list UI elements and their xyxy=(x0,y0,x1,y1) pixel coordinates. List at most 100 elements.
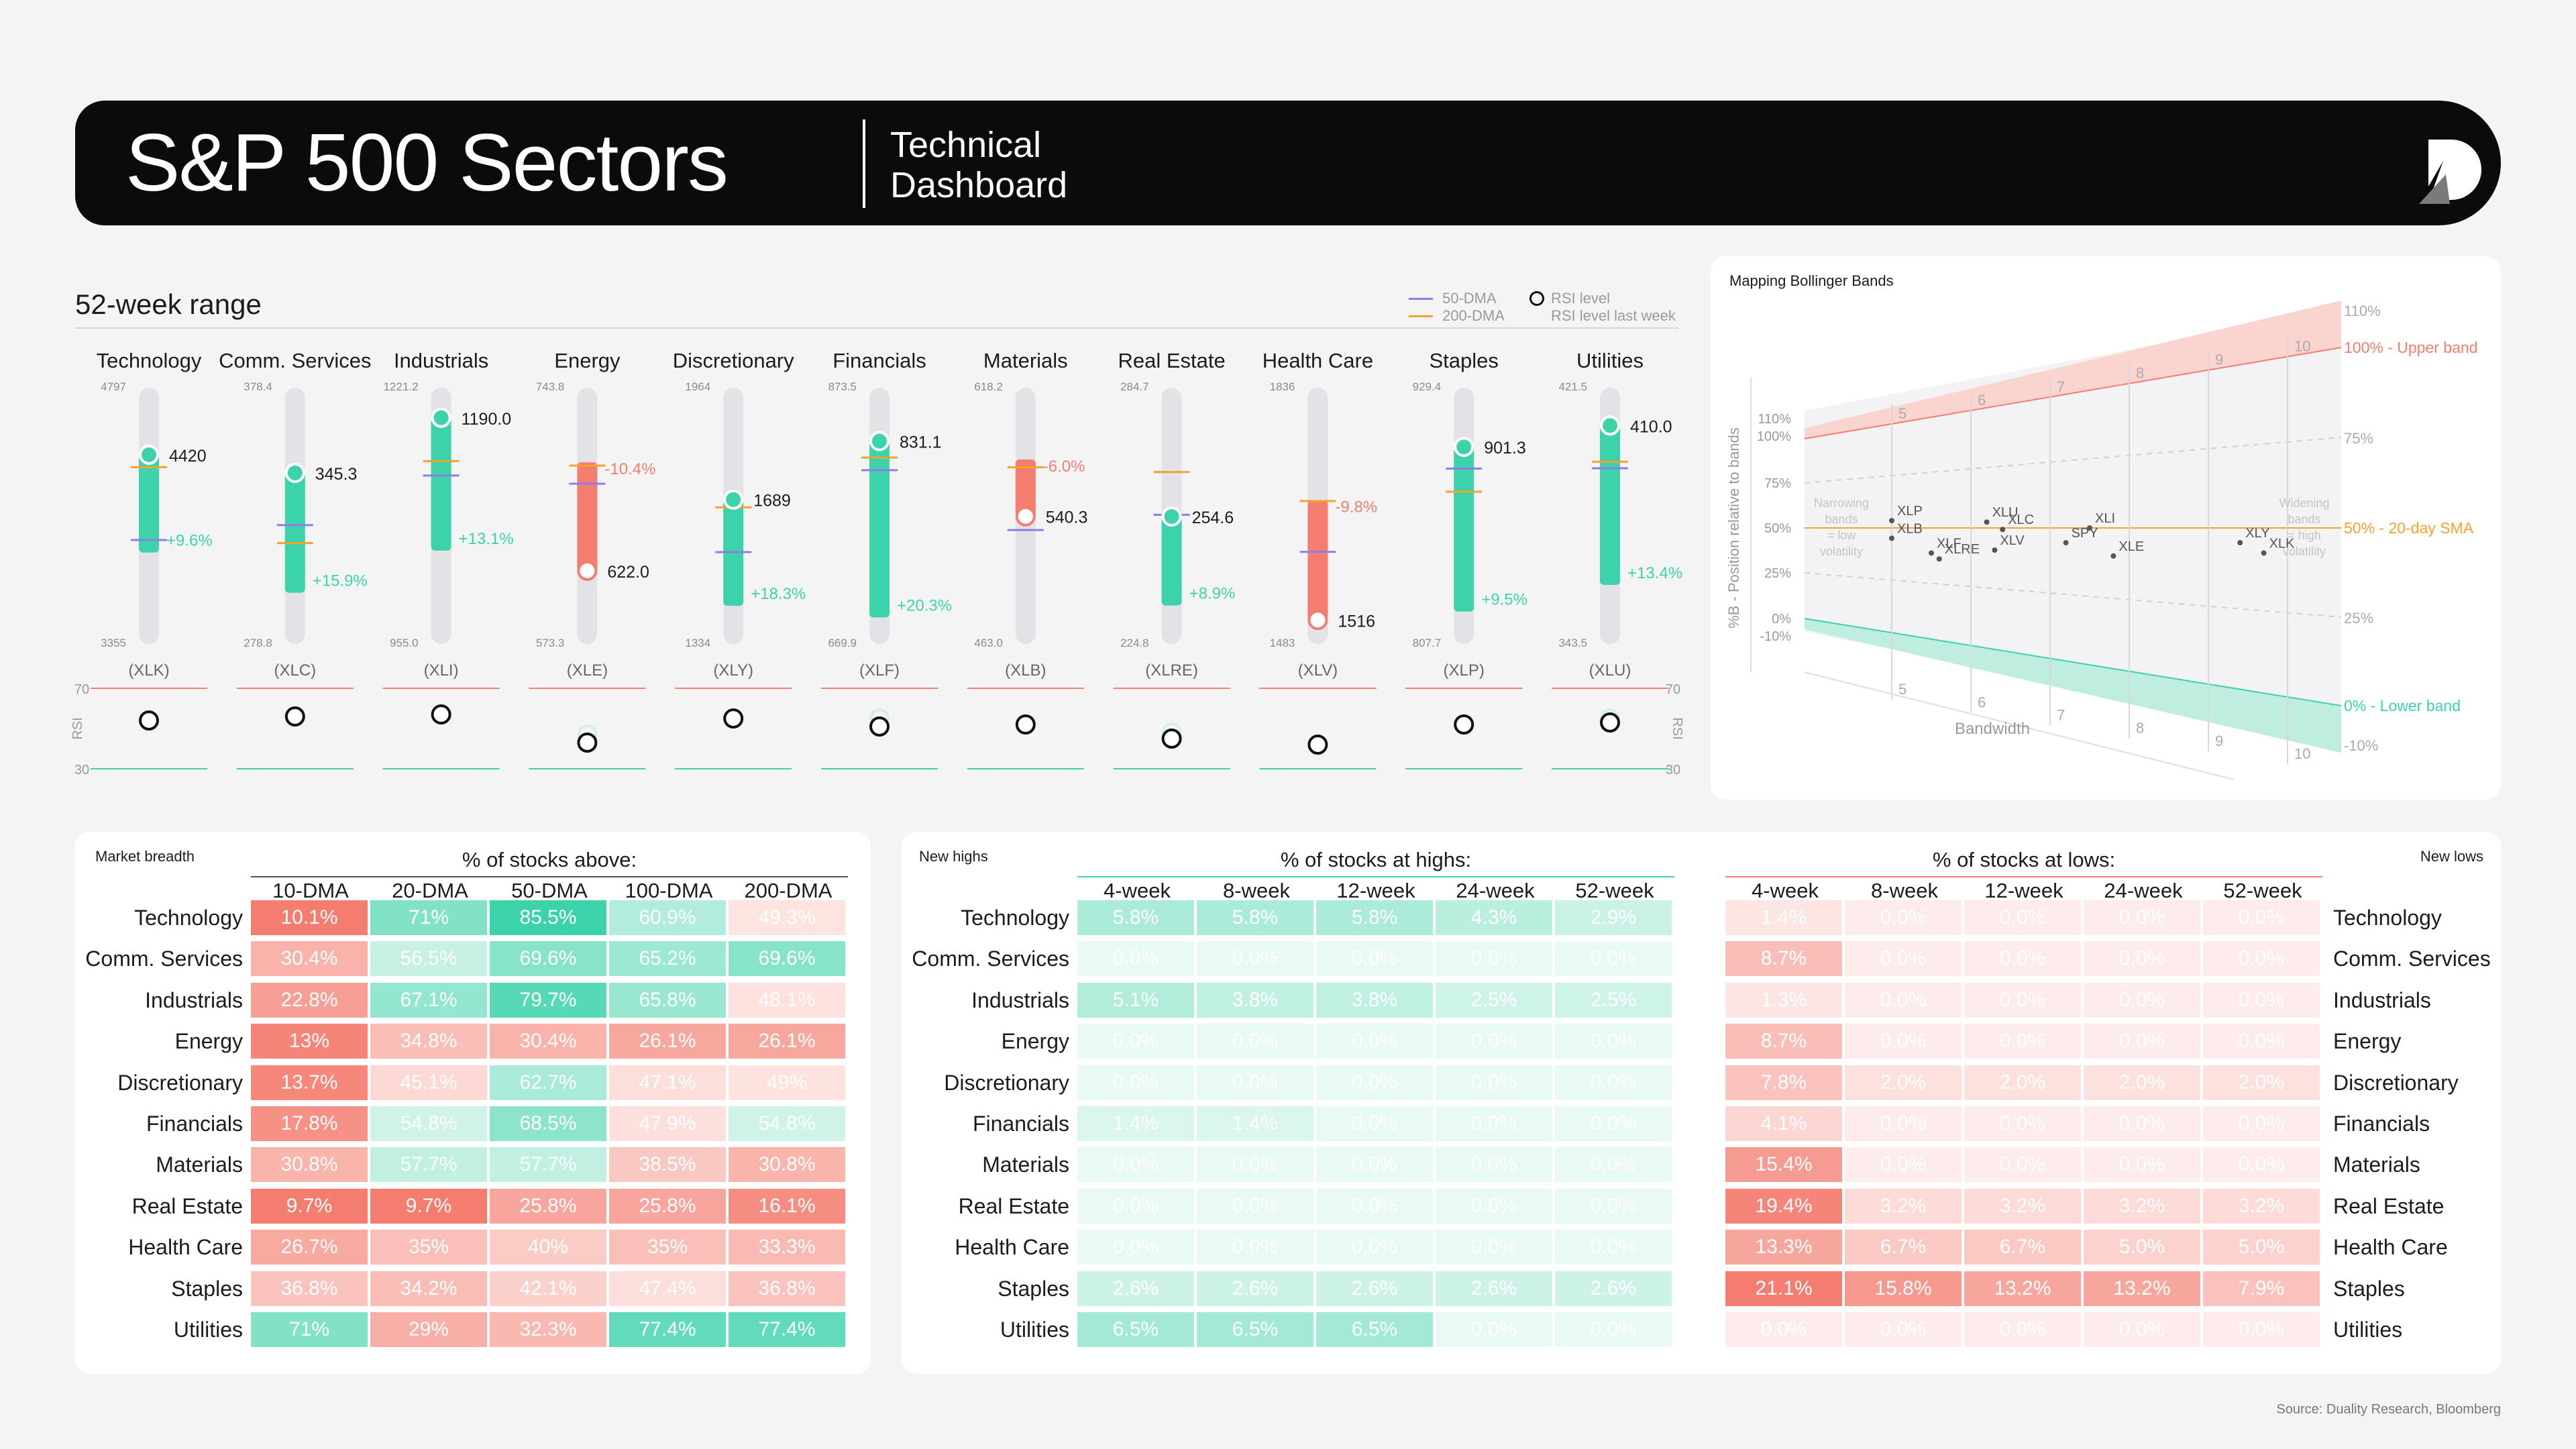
breadth-cell: 49% xyxy=(729,1065,845,1100)
sector-name: Technology xyxy=(97,349,202,372)
market-breadth-panel: Market breadth % of stocks above: 10-DMA… xyxy=(75,832,871,1374)
breadth-cell: 54.8% xyxy=(729,1106,845,1141)
ytd-change-bar xyxy=(284,472,305,593)
bollinger-point-label: XLY xyxy=(2245,526,2269,541)
range-high-label: 4797 xyxy=(101,380,126,393)
lows-cell: 0.0% xyxy=(1845,1147,1962,1183)
breadth-column-header: 20-DMA xyxy=(392,879,468,902)
highs-cell: 2.6% xyxy=(1555,1271,1672,1306)
highs-cell: 6.5% xyxy=(1316,1312,1433,1347)
bandwidth-tick-bottom: 8 xyxy=(2136,720,2144,737)
highs-cell: 2.6% xyxy=(1197,1271,1313,1306)
ytd-change-label: +18.3% xyxy=(751,585,806,603)
source-note: Source: Duality Research, Bloomberg xyxy=(2276,1402,2501,1417)
breadth-cell: 62.7% xyxy=(490,1065,606,1100)
highs-cell: 2.6% xyxy=(1316,1271,1433,1306)
highs-cell: 0.0% xyxy=(1436,1024,1552,1059)
ytd-change-bar xyxy=(869,441,890,618)
range-chart-title: 52-week range xyxy=(75,288,262,320)
bandwidth-tick-top: 10 xyxy=(2294,338,2310,355)
sector-name: Industrials xyxy=(394,349,488,372)
highs-cell: 0.0% xyxy=(1436,941,1552,977)
breadth-cell: 25.8% xyxy=(490,1188,606,1224)
highs-cell: 3.8% xyxy=(1316,982,1433,1018)
highs-cell: 0.0% xyxy=(1555,1024,1672,1059)
subtitle-line-2: Dashboard xyxy=(890,165,1068,205)
range-title-rule xyxy=(75,327,1678,329)
legend-50dma-swatch xyxy=(1409,298,1433,300)
breadth-cell: 17.8% xyxy=(251,1106,368,1141)
breadth-cell: 9.7% xyxy=(251,1188,368,1224)
bollinger-point-label: XLU xyxy=(1992,505,2019,520)
left-axis-tick: 75% xyxy=(1764,476,1791,491)
breadth-row-label: Energy xyxy=(174,1029,243,1054)
ytd-change-bar xyxy=(139,454,159,553)
rsi-circle xyxy=(1015,714,1036,735)
lows-cell: 2.0% xyxy=(1964,1065,2081,1100)
bollinger-point-label: XLK xyxy=(2269,536,2295,551)
breadth-cell: 77.4% xyxy=(729,1312,845,1347)
breadth-cell: 26.1% xyxy=(609,1024,726,1059)
sector-name: Materials xyxy=(983,349,1068,372)
bandwidth-tick-top: 8 xyxy=(2136,365,2144,382)
lows-cell: 3.2% xyxy=(2203,1188,2320,1224)
breadth-row-label: Technology xyxy=(134,906,243,930)
lows-cell: 0.0% xyxy=(2203,941,2320,977)
sector-ticker: (XLV) xyxy=(1298,661,1338,680)
highs-column-header: 24-week xyxy=(1456,879,1535,902)
ytd-change-label: -10.4% xyxy=(604,460,655,478)
left-axis-tick: 100% xyxy=(1757,429,1791,444)
current-price-label: 901.3 xyxy=(1484,439,1526,458)
breadth-cell: 54.8% xyxy=(370,1106,487,1141)
breadth-row-label: Health Care xyxy=(128,1235,243,1260)
bollinger-point-label: XLI xyxy=(2095,511,2115,526)
highs-cell: 0.0% xyxy=(1316,1188,1433,1224)
lows-cell: 13.2% xyxy=(2084,1271,2200,1306)
sector-name: Financials xyxy=(833,349,926,372)
breadth-row-label: Financials xyxy=(146,1112,243,1136)
highs-row-label: Discretionary xyxy=(944,1070,1069,1095)
ytd-change-label: +15.9% xyxy=(313,572,368,590)
lows-cell: 5.0% xyxy=(2203,1230,2320,1265)
highs-row-label: Comm. Services xyxy=(912,947,1069,971)
breadth-cell: 26.7% xyxy=(251,1230,368,1265)
legend-rsi-label: RSI level xyxy=(1551,290,1611,307)
highs-cell: 2.5% xyxy=(1555,982,1672,1018)
rsi-axis-bottom-left: 30 xyxy=(74,763,89,777)
guide-75-line xyxy=(1804,437,2342,484)
highs-cell: 1.4% xyxy=(1197,1106,1313,1141)
ytd-change-label: -6.0% xyxy=(1043,458,1085,476)
ytd-change-bar xyxy=(431,417,451,551)
right-axis-tick: 75% xyxy=(2344,430,2373,447)
rsi-circle xyxy=(577,733,598,753)
sector-ticker: (XLP) xyxy=(1444,661,1485,680)
breadth-cell: 10.1% xyxy=(251,900,368,935)
lows-cell: 15.8% xyxy=(1845,1271,1962,1306)
breadth-cell: 34.8% xyxy=(370,1024,487,1059)
rsi-circle xyxy=(1454,714,1474,735)
sector-name: Energy xyxy=(554,349,621,372)
highs-cell: 0.0% xyxy=(1197,1147,1313,1183)
bollinger-point xyxy=(1889,535,1894,541)
lows-cell: 0.0% xyxy=(2084,1147,2200,1183)
lows-cell: 5.0% xyxy=(2084,1230,2200,1265)
breadth-cell: 35% xyxy=(609,1230,726,1265)
upper-band-line xyxy=(1804,347,2342,439)
range-high-label: 284.7 xyxy=(1120,380,1149,393)
highs-column-header: 52-week xyxy=(1575,879,1654,902)
bollinger-xlabel: Bandwidth xyxy=(1955,720,2030,738)
breadth-cell: 40% xyxy=(490,1230,606,1265)
lows-cell: 3.2% xyxy=(1845,1188,1962,1224)
highs-cell: 3.8% xyxy=(1197,982,1313,1018)
current-price-label: 410.0 xyxy=(1630,417,1672,436)
range-low-label: 343.5 xyxy=(1558,637,1587,649)
range-low-label: 278.8 xyxy=(244,637,272,649)
highs-cell: 2.6% xyxy=(1077,1271,1194,1306)
bandwidth-tick-bottom: 9 xyxy=(2215,733,2223,749)
current-price-dot xyxy=(139,444,159,465)
rsi-circle xyxy=(431,704,451,724)
sector-name: Staples xyxy=(1429,349,1498,372)
highs-cell: 0.0% xyxy=(1197,1024,1313,1059)
breadth-cell: 45.1% xyxy=(370,1065,487,1100)
lows-row-label: Materials xyxy=(2333,1152,2420,1177)
